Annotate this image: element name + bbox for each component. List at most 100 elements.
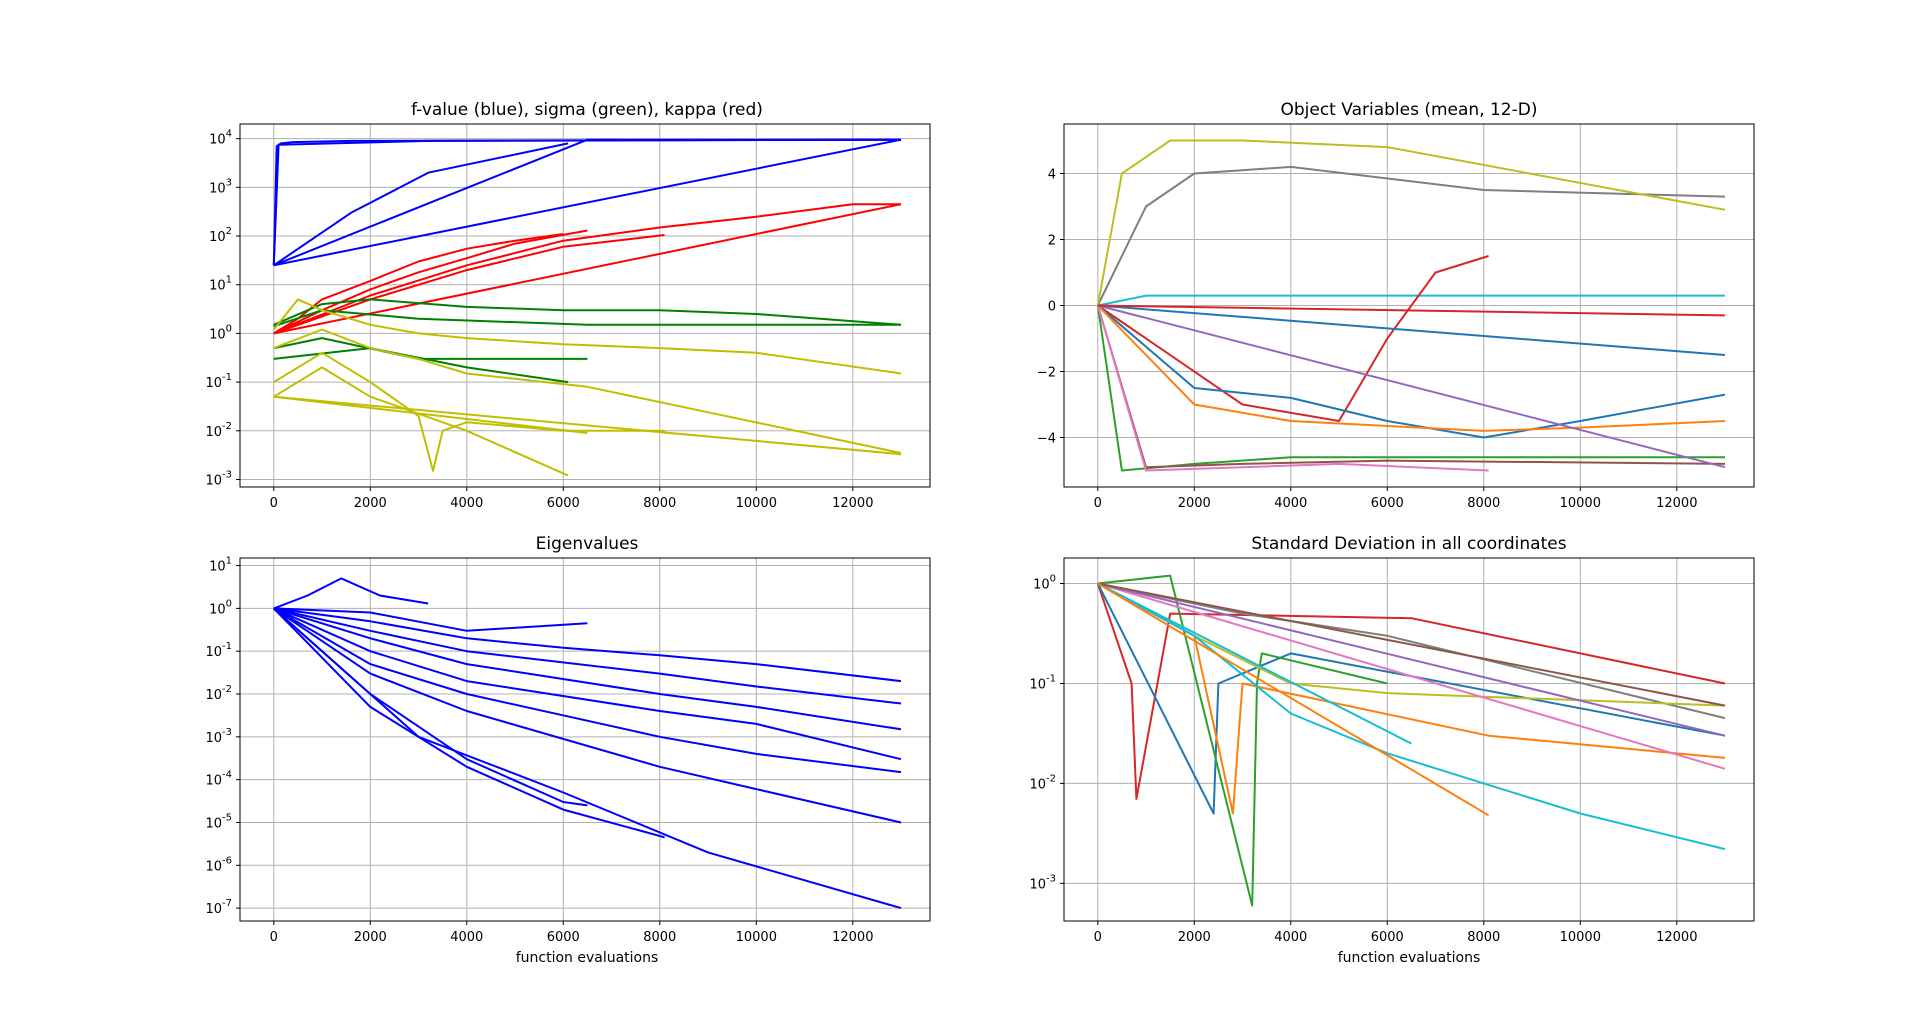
series-group-objvars xyxy=(1096,139,1726,472)
series-line-fvalue-8 xyxy=(273,203,901,335)
series-line-objvars-9 xyxy=(1096,305,1489,472)
y-tick-label: 10-3 xyxy=(1029,873,1056,892)
series-line-eigen-0 xyxy=(273,577,429,610)
x-tick-label: 0 xyxy=(270,930,278,945)
series-line-objvars-5 xyxy=(1097,304,1726,356)
panel-standard-deviation: Standard Deviation in all coordinates fu… xyxy=(1029,534,1755,966)
series-line-eigen-10 xyxy=(273,607,902,910)
series-line-fvalue-17 xyxy=(273,366,569,477)
y-tick-label: −4 xyxy=(1037,432,1056,447)
axes-frame-eigen xyxy=(239,557,931,922)
y-tick-label: 10-5 xyxy=(205,812,232,831)
axes-frame-objvars xyxy=(1063,123,1755,488)
x-tick-label: 12000 xyxy=(832,496,873,511)
panel-title-eigenvalues: Eigenvalues xyxy=(536,534,639,554)
x-tick-label: 10000 xyxy=(1560,930,1601,945)
x-tick-label: 4000 xyxy=(1274,930,1307,945)
panel-fvalue: f-value (blue), sigma (green), kappa (re… xyxy=(205,100,931,511)
y-tick-label: 101 xyxy=(209,275,232,294)
y-tick-label: 10-2 xyxy=(205,684,232,703)
series-line-eigen-1 xyxy=(273,607,588,632)
series-line-stddev-0 xyxy=(1096,583,1726,800)
y-tick-label: 100 xyxy=(1033,574,1056,593)
x-tick-label: 2000 xyxy=(1178,930,1211,945)
series-line-fvalue-3 xyxy=(273,138,902,267)
x-tick-label: 4000 xyxy=(450,496,483,511)
x-tick-label: 8000 xyxy=(1467,496,1500,511)
series-line-stddev-6 xyxy=(1097,582,1726,851)
series-line-fvalue-15 xyxy=(273,328,902,454)
series-line-stddev-11 xyxy=(1097,582,1490,817)
series-group-eigen xyxy=(273,577,902,910)
axes-frame-stddev xyxy=(1063,557,1755,922)
x-tick-label: 0 xyxy=(1094,930,1102,945)
series-line-objvars-0 xyxy=(1096,165,1726,306)
y-tick-label: 10-1 xyxy=(205,372,232,391)
axes-frame-fvalue xyxy=(239,123,931,488)
x-tick-label: 10000 xyxy=(736,930,777,945)
series-line-fvalue-4 xyxy=(273,142,569,267)
y-tick-label: 102 xyxy=(209,226,232,245)
series-line-eigen-3 xyxy=(273,607,902,705)
x-tick-label: 10000 xyxy=(1560,496,1601,511)
x-tick-label: 0 xyxy=(1094,496,1102,511)
y-tick-label: 101 xyxy=(209,556,232,575)
y-tick-label: 10-2 xyxy=(205,421,232,440)
y-tick-label: 104 xyxy=(209,129,232,148)
x-tick-label: 2000 xyxy=(354,930,387,945)
y-tick-label: 0 xyxy=(1048,300,1056,315)
series-group-stddev xyxy=(1096,574,1726,907)
y-tick-label: 10-7 xyxy=(205,898,232,917)
series-line-stddev-9 xyxy=(1097,582,1726,737)
x-axis-label-eigenvalues: function evaluations xyxy=(516,950,659,966)
x-tick-label: 12000 xyxy=(1656,496,1697,511)
series-line-eigen-5 xyxy=(273,607,902,761)
panel-title-fvalue: f-value (blue), sigma (green), kappa (re… xyxy=(411,100,763,120)
x-tick-label: 12000 xyxy=(1656,930,1697,945)
x-tick-label: 6000 xyxy=(1371,930,1404,945)
series-line-objvars-4 xyxy=(1097,304,1726,439)
x-tick-label: 6000 xyxy=(547,930,580,945)
panel-object-variables: Object Variables (mean, 12-D) 0 2000 4000 6… xyxy=(1037,100,1755,511)
x-tick-label: 8000 xyxy=(1467,930,1500,945)
series-line-objvars-11 xyxy=(1097,304,1726,317)
series-line-eigen-4 xyxy=(273,607,902,731)
series-line-fvalue-19 xyxy=(273,395,588,434)
series-line-objvars-3 xyxy=(1097,255,1489,422)
series-line-stddev-10 xyxy=(1097,582,1726,707)
series-line-objvars-10 xyxy=(1097,304,1726,469)
x-tick-label: 12000 xyxy=(832,930,873,945)
y-tick-label: 2 xyxy=(1048,234,1056,249)
x-tick-label: 6000 xyxy=(1371,496,1404,511)
y-tick-label: 10-1 xyxy=(205,641,232,660)
series-line-stddev-8 xyxy=(1097,582,1726,770)
panel-eigenvalues: Eigenvalues function evaluations 0 2000 40… xyxy=(205,534,931,966)
series-line-fvalue-5 xyxy=(273,233,564,335)
series-line-fvalue-16 xyxy=(273,351,665,472)
x-tick-label: 2000 xyxy=(354,496,387,511)
x-tick-label: 6000 xyxy=(547,496,580,511)
y-tick-label: 100 xyxy=(209,323,232,342)
x-tick-label: 2000 xyxy=(1178,496,1211,511)
x-tick-label: 0 xyxy=(270,496,278,511)
y-tick-label: 10-4 xyxy=(205,770,232,789)
series-line-fvalue-10 xyxy=(273,298,902,326)
x-tick-label: 10000 xyxy=(736,496,777,511)
x-axis-label-standard-deviation: function evaluations xyxy=(1338,950,1481,966)
y-tick-label: 10-3 xyxy=(205,469,232,488)
y-tick-label: 100 xyxy=(209,598,232,617)
series-line-eigen-2 xyxy=(273,607,902,683)
series-line-fvalue-11 xyxy=(273,309,901,328)
series-line-fvalue-9 xyxy=(273,203,902,335)
series-line-stddev-2 xyxy=(1097,574,1388,907)
series-line-stddev-7 xyxy=(1097,582,1412,745)
series-line-objvars-6 xyxy=(1097,304,1726,432)
grid-objvars xyxy=(1064,124,1754,487)
series-line-fvalue-18 xyxy=(273,395,902,456)
y-tick-label: −2 xyxy=(1037,366,1056,381)
grid-eigen xyxy=(240,558,930,921)
panel-title-object-variables: Object Variables (mean, 12-D) xyxy=(1280,100,1537,120)
x-tick-label: 8000 xyxy=(643,930,676,945)
y-tick-label: 103 xyxy=(209,177,232,196)
